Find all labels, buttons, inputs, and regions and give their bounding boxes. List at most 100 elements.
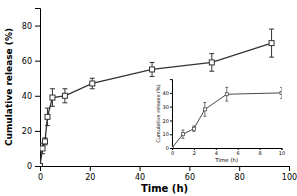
- error-bar-cap: [203, 116, 206, 117]
- tick-label: 0: [27, 162, 32, 171]
- error-bar-cap: [225, 87, 228, 88]
- x-axis-label: Time (h): [141, 183, 188, 194]
- error-bar: [225, 87, 228, 101]
- error-bar: [45, 108, 50, 126]
- tick-label: 40: [135, 173, 145, 182]
- y-axis-tick: 20: [22, 127, 40, 136]
- tick-label: 40: [22, 92, 32, 101]
- x-axis-tick: 2: [193, 148, 196, 156]
- error-bar-cap: [150, 62, 155, 63]
- error-bar-cap: [209, 53, 214, 54]
- x-axis-tick: 100: [282, 166, 297, 182]
- marker: [225, 93, 228, 96]
- inset-chart: 0 2 4 6 8 100 10 20 30 40 Time (h) Cumulative relea…: [155, 79, 285, 163]
- x-axis: 020406080100: [38, 166, 297, 182]
- error-bar: [209, 54, 214, 72]
- tick-label: 20: [22, 127, 32, 136]
- tick-label: 0: [38, 173, 43, 182]
- tick-mark: [170, 120, 172, 121]
- error-bar-cap: [225, 101, 228, 102]
- y-axis-tick: 20: [163, 118, 172, 124]
- tick-label: 10: [279, 150, 285, 156]
- tick-mark: [170, 93, 172, 94]
- error-bar-cap: [42, 144, 47, 145]
- y-axis-label: Cumulative release (%): [155, 84, 161, 143]
- error-bar: [181, 130, 184, 138]
- marker: [40, 146, 45, 151]
- error-bar-cap: [209, 71, 214, 72]
- tick-mark: [35, 131, 40, 132]
- marker: [181, 133, 184, 136]
- plot-area: [172, 87, 282, 148]
- y-axis: 0 20 40 60 80: [22, 9, 41, 172]
- marker: [150, 67, 155, 72]
- marker: [203, 108, 206, 111]
- tick-label: 60: [22, 57, 32, 66]
- x-axis-tick: 20: [85, 166, 95, 182]
- error-bar-line: [226, 87, 227, 101]
- x-axis-line: [172, 149, 282, 151]
- plot-background: [172, 79, 282, 148]
- tick-label: 4: [215, 150, 218, 156]
- tick-mark: [170, 107, 172, 108]
- tick-label: 8: [259, 150, 262, 156]
- y-axis-tick: 30: [163, 104, 172, 110]
- error-bar-cap: [62, 88, 67, 89]
- tick-mark: [170, 134, 172, 135]
- error-bar-cap: [45, 108, 50, 109]
- error-bar: [203, 103, 206, 117]
- marker: [90, 81, 95, 86]
- tick-mark: [170, 148, 172, 149]
- error-bar-cap: [45, 125, 50, 126]
- error-bar-cap: [172, 148, 174, 149]
- marker: [62, 93, 67, 98]
- error-bar-cap: [50, 88, 55, 89]
- y-axis-tick: 40: [163, 90, 172, 96]
- tick-label: 60: [185, 173, 195, 182]
- x-axis-tick: 0: [38, 166, 43, 182]
- marker: [42, 139, 47, 144]
- tick-label: 30: [163, 104, 169, 110]
- tick-label: 6: [237, 150, 240, 156]
- tick-mark: [35, 96, 40, 97]
- error-bar: [280, 87, 282, 98]
- tick-label: 40: [163, 90, 169, 96]
- y-axis-tick: 10: [163, 131, 172, 137]
- main-chart: 020406080100020406080Time (h)Cumulative …: [4, 8, 297, 194]
- x-axis-tick: 0: [171, 148, 174, 156]
- tick-label: 100: [282, 173, 297, 182]
- marker: [172, 147, 174, 148]
- x-axis-label: Time (h): [214, 157, 238, 163]
- x-axis-tick: 60: [185, 166, 195, 182]
- y-axis-tick: 40: [22, 92, 40, 101]
- tick-mark: [90, 166, 91, 171]
- error-bar-cap: [192, 131, 195, 132]
- tick-mark: [35, 61, 40, 62]
- error-bar-cap: [90, 78, 95, 79]
- x-axis: 0 2 4 6 8 10: [171, 148, 285, 156]
- tick-mark: [35, 26, 40, 27]
- error-bar: [90, 78, 95, 89]
- error-bar-cap: [50, 106, 55, 107]
- y-axis-tick: 0: [27, 162, 40, 171]
- error-bar: [269, 29, 274, 57]
- error-bar-cap: [192, 125, 195, 126]
- tick-label: 80: [22, 22, 32, 31]
- marker: [192, 127, 195, 130]
- x-axis-tick: 10: [279, 148, 285, 156]
- marker: [269, 41, 274, 46]
- tick-label: 2: [193, 150, 196, 156]
- error-bar-cap: [181, 138, 184, 139]
- x-axis-tick: 40: [135, 166, 145, 182]
- marker: [50, 95, 55, 100]
- y-axis-line: [170, 80, 173, 149]
- error-bar-cap: [269, 29, 274, 30]
- x-axis-tick: 8: [259, 148, 262, 156]
- error-bar: [192, 126, 195, 132]
- error-bar: [42, 138, 47, 145]
- error-bar-cap: [181, 130, 184, 131]
- error-bar: [50, 89, 55, 107]
- error-bar: [150, 62, 155, 76]
- tick-label: 10: [163, 131, 169, 137]
- error-bar-cap: [62, 102, 67, 103]
